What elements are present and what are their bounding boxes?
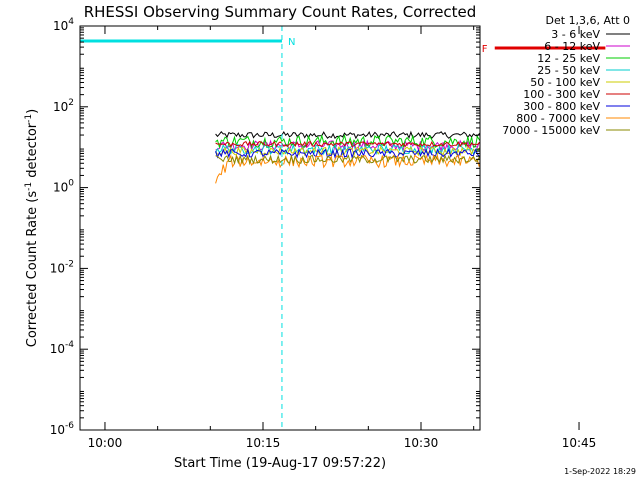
- legend-entry-label: 300 - 800 keV: [523, 100, 600, 113]
- x-axis-label: Start Time (19-Aug-17 09:57:22): [174, 456, 386, 471]
- legend-entry-label: 6 - 12 keV: [544, 40, 600, 53]
- legend-entry-label: 800 - 7000 keV: [516, 112, 600, 125]
- legend-entry-label: 12 - 25 keV: [537, 52, 600, 65]
- chart-title: RHESSI Observing Summary Count Rates, Co…: [84, 3, 477, 21]
- y-tick-label: 102: [53, 98, 74, 114]
- flare-flag-label: F: [482, 44, 488, 55]
- series-line: [215, 130, 480, 140]
- x-tick-label: 10:15: [246, 436, 281, 450]
- y-label-end: ): [25, 109, 40, 114]
- y-label-main: Corrected Count Rate (s: [25, 191, 40, 348]
- y-label-mid: detector: [25, 122, 40, 182]
- x-tick-label: 10:45: [562, 436, 597, 450]
- series-line: [215, 153, 480, 166]
- footer-date: 1-Sep-2022 18:29: [564, 467, 636, 476]
- y-tick-label: 10-6: [50, 421, 75, 437]
- y-label-sup1: -1: [24, 182, 34, 191]
- y-tick-label: 100: [53, 179, 74, 195]
- y-tick-label: 104: [53, 17, 74, 33]
- x-tick-label: 10:30: [404, 436, 439, 450]
- night-flag-label: N: [288, 37, 295, 48]
- series-line: [215, 145, 480, 157]
- y-tick-label: 10-4: [50, 340, 75, 356]
- y-tick-label: 10-2: [50, 259, 74, 275]
- legend-entry-label: 100 - 300 keV: [523, 88, 600, 101]
- y-axis-label: Corrected Count Rate (s-1 detector-1): [24, 109, 40, 347]
- series-line: [215, 139, 480, 153]
- legend-entry-label: 3 - 6 keV: [551, 28, 600, 41]
- x-tick-label: 10:00: [88, 436, 123, 450]
- series-line: [215, 140, 480, 148]
- series-line: [215, 147, 480, 160]
- plot-frame: [79, 25, 481, 431]
- legend-entry-label: 25 - 50 keV: [537, 64, 600, 77]
- legend-entry-label: 50 - 100 keV: [530, 76, 600, 89]
- axis-ticks: 104 102 100 10-2 10-4 10-6 10:00 10:15 10:30 10:4…: [50, 17, 597, 450]
- series-line: [215, 153, 480, 184]
- y-label-sup2: -1: [24, 114, 34, 123]
- legend-header: Det 1,3,6, Att 0: [546, 14, 630, 27]
- series-layer: [215, 130, 480, 184]
- legend-entry-label: 7000 - 15000 keV: [502, 124, 600, 137]
- series-line: [215, 142, 480, 156]
